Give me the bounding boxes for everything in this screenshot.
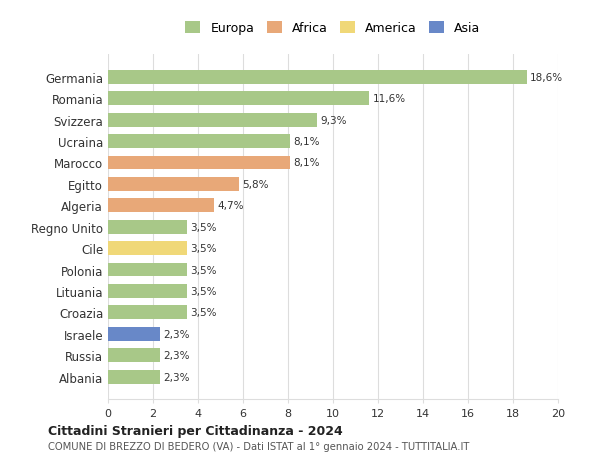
Text: 8,1%: 8,1% [293, 158, 320, 168]
Text: 2,3%: 2,3% [163, 329, 190, 339]
Text: 11,6%: 11,6% [373, 94, 406, 104]
Text: COMUNE DI BREZZO DI BEDERO (VA) - Dati ISTAT al 1° gennaio 2024 - TUTTITALIA.IT: COMUNE DI BREZZO DI BEDERO (VA) - Dati I… [48, 441, 469, 451]
Text: 18,6%: 18,6% [530, 73, 563, 83]
Text: 3,5%: 3,5% [190, 222, 217, 232]
Text: 3,5%: 3,5% [190, 265, 217, 275]
Text: Cittadini Stranieri per Cittadinanza - 2024: Cittadini Stranieri per Cittadinanza - 2… [48, 424, 343, 437]
Bar [108, 370, 160, 384]
Text: 3,5%: 3,5% [190, 286, 217, 296]
Text: 2,3%: 2,3% [163, 372, 190, 382]
Bar [108, 71, 527, 84]
Bar [108, 92, 369, 106]
Bar [108, 348, 160, 362]
Bar [108, 156, 290, 170]
Text: 4,7%: 4,7% [217, 201, 244, 211]
Text: 9,3%: 9,3% [320, 115, 347, 125]
Legend: Europa, Africa, America, Asia: Europa, Africa, America, Asia [181, 17, 485, 40]
Text: 3,5%: 3,5% [190, 308, 217, 318]
Bar [108, 199, 214, 213]
Text: 8,1%: 8,1% [293, 137, 320, 147]
Text: 5,8%: 5,8% [242, 179, 268, 190]
Bar [108, 178, 239, 191]
Bar [108, 327, 160, 341]
Bar [108, 241, 187, 256]
Bar [108, 284, 187, 298]
Bar [108, 306, 187, 319]
Bar [108, 135, 290, 149]
Bar [108, 220, 187, 234]
Text: 2,3%: 2,3% [163, 350, 190, 360]
Bar [108, 113, 317, 127]
Text: 3,5%: 3,5% [190, 244, 217, 253]
Bar [108, 263, 187, 277]
